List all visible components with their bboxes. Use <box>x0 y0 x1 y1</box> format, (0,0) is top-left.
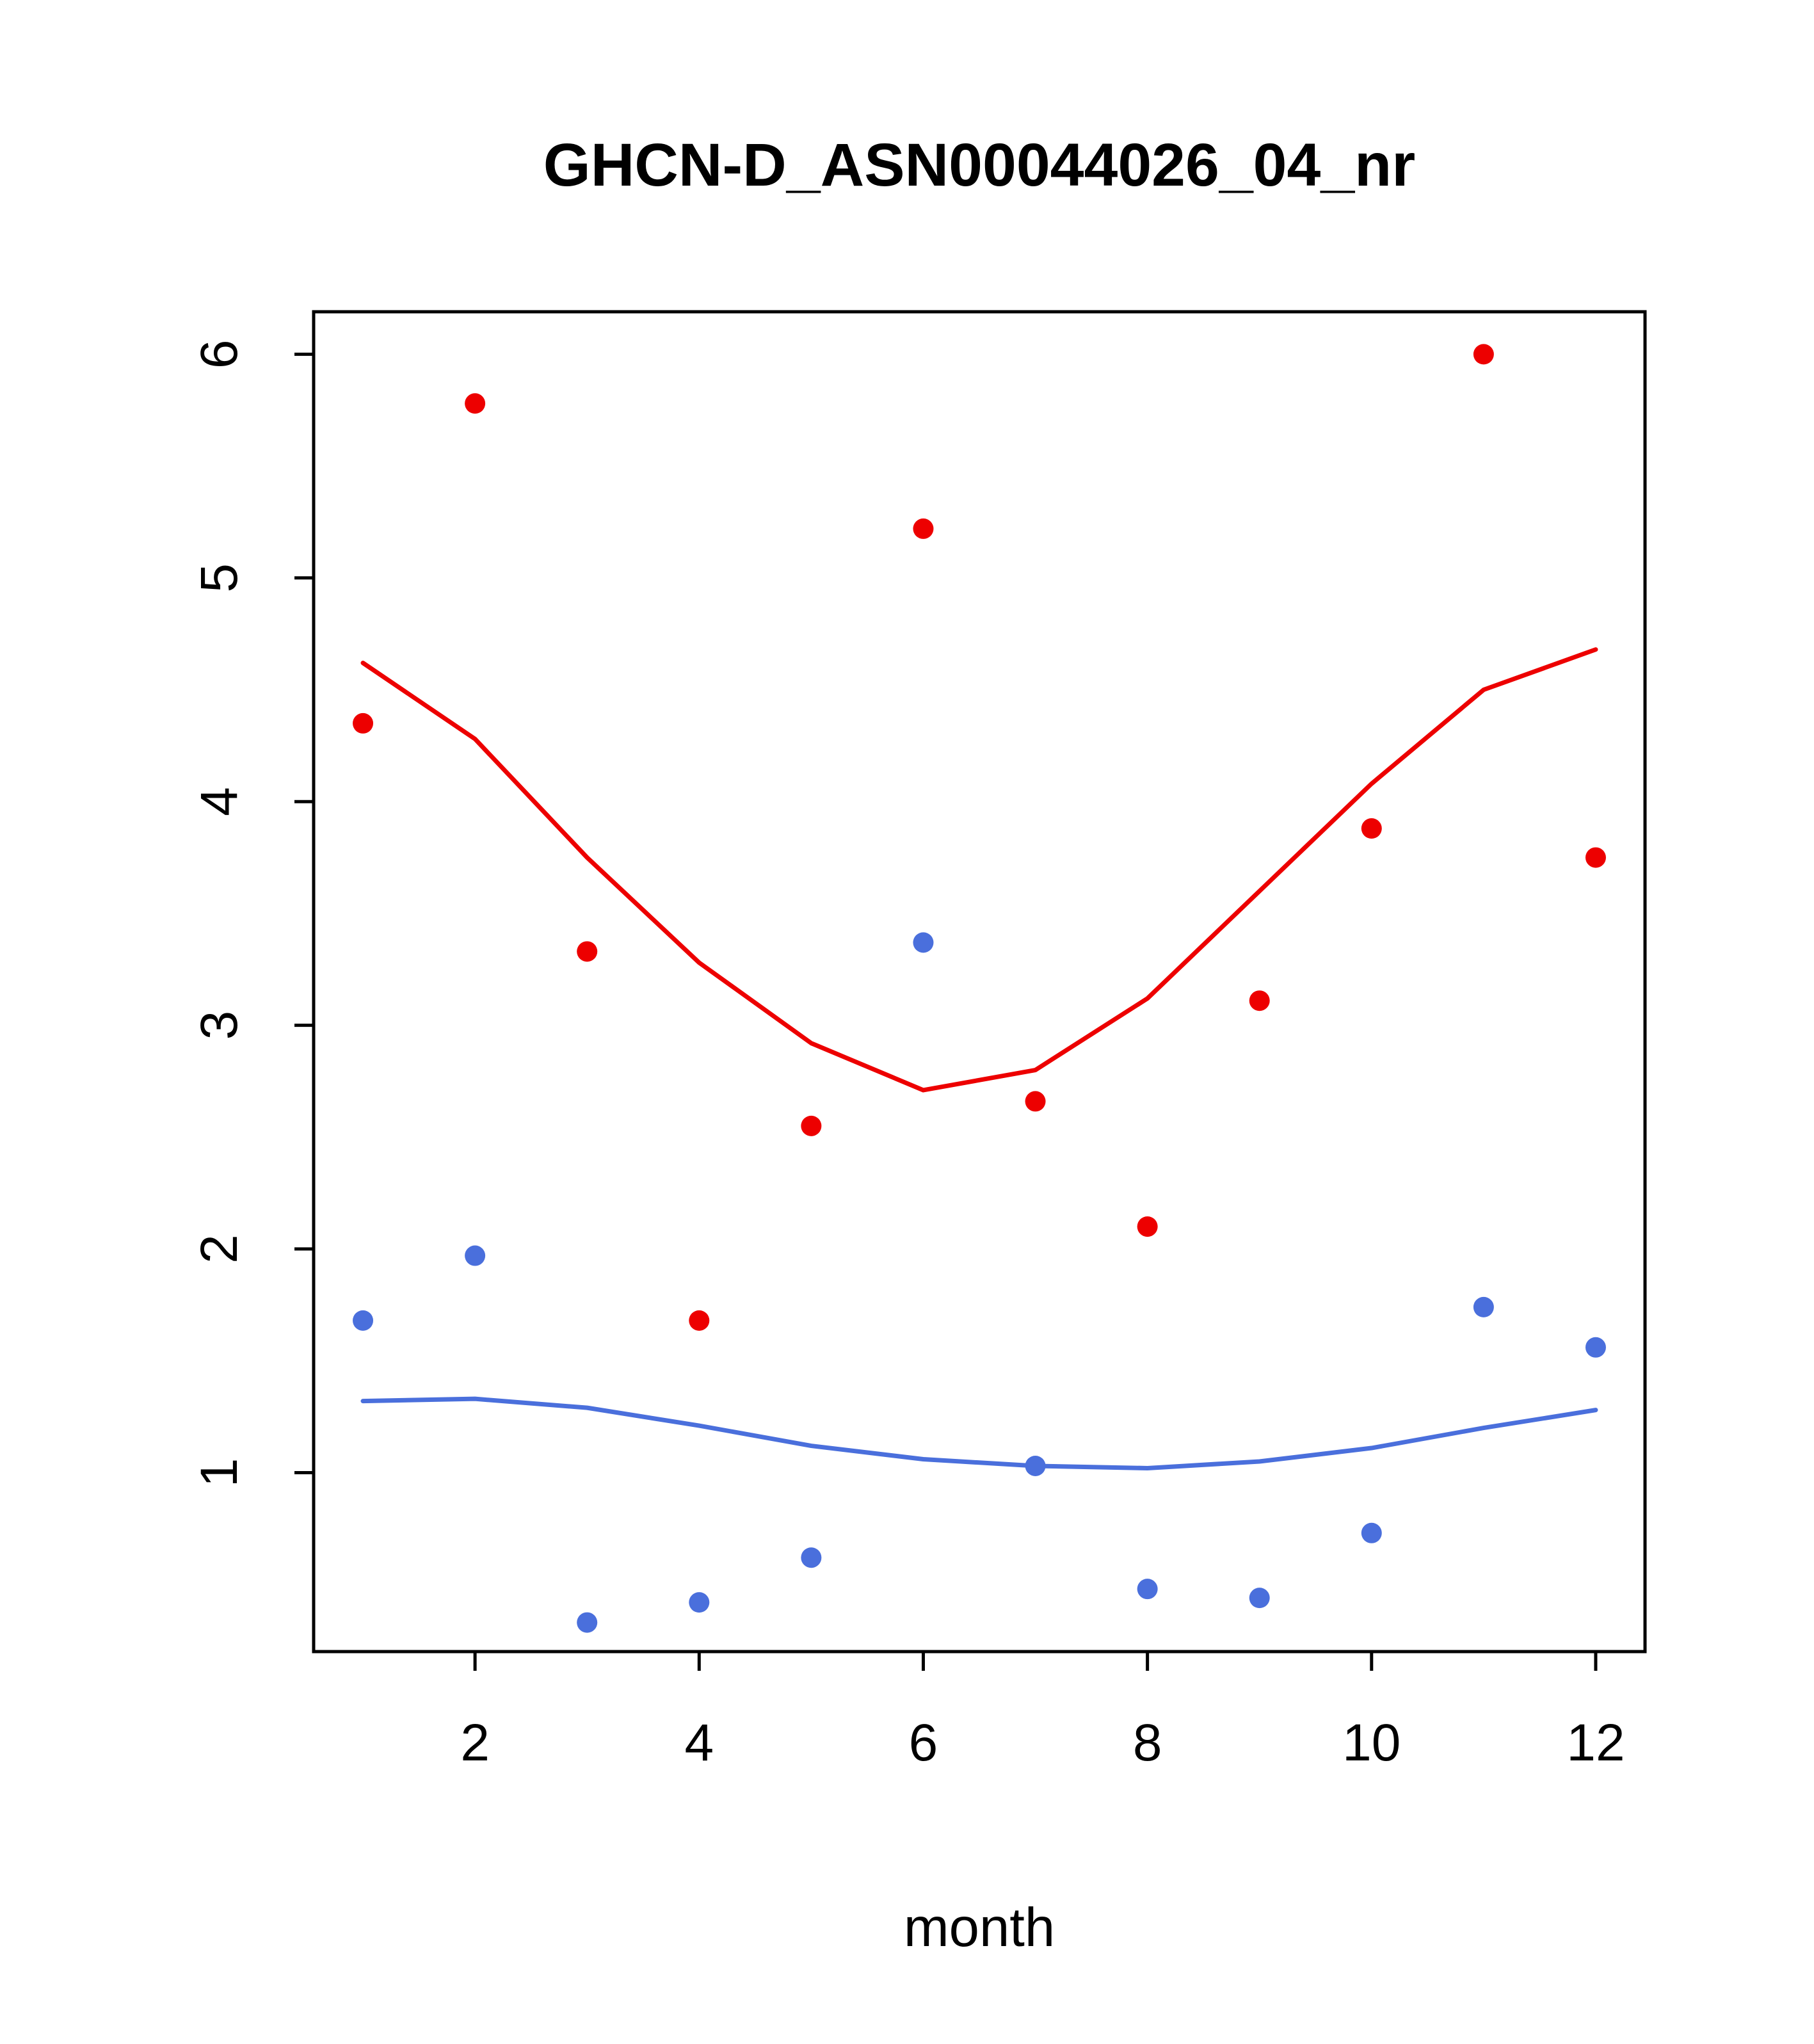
blue-points-marker <box>913 932 934 953</box>
red-points-marker <box>465 393 486 414</box>
plot-box <box>312 310 1647 1654</box>
red-points-marker <box>353 712 374 734</box>
x-tick-label: 10 <box>1342 1714 1401 1772</box>
blue-points-marker <box>689 1592 710 1613</box>
red-points-marker <box>1473 344 1494 365</box>
blue-points-marker <box>1249 1588 1270 1609</box>
blue-points-marker <box>577 1612 598 1633</box>
y-tick-label: 4 <box>190 787 248 816</box>
blue-points-marker <box>1137 1579 1158 1600</box>
red-points-marker <box>577 941 598 962</box>
y-tick-label: 1 <box>190 1458 248 1488</box>
x-tick-label: 8 <box>1133 1714 1162 1772</box>
blue-smooth-line <box>360 1396 1598 1470</box>
x-tick-label: 6 <box>909 1714 938 1772</box>
red-points-marker <box>1361 818 1382 839</box>
x-axis-label: month <box>904 1897 1055 1958</box>
y-tick-label: 5 <box>190 563 248 593</box>
y-tick-label: 2 <box>190 1234 248 1264</box>
blue-points-marker <box>1585 1337 1606 1358</box>
blue-points-marker <box>465 1245 486 1266</box>
red-smooth-line <box>360 647 1598 1093</box>
red-points-marker <box>1249 990 1270 1011</box>
red-points-marker <box>1025 1091 1046 1112</box>
x-tick-label: 12 <box>1566 1714 1625 1772</box>
red-points-marker <box>913 518 934 539</box>
x-tick-label: 4 <box>684 1714 714 1772</box>
x-tick-label: 2 <box>460 1714 490 1772</box>
red-points-marker <box>1137 1216 1158 1237</box>
y-tick-label: 6 <box>190 340 248 369</box>
red-points-marker <box>801 1115 822 1136</box>
blue-points-marker <box>801 1547 822 1568</box>
blue-points-marker <box>1473 1296 1494 1317</box>
red-points-marker <box>689 1310 710 1331</box>
chart-title: GHCN-D_ASN00044026_04_nr <box>543 131 1415 199</box>
blue-points-marker <box>353 1310 374 1331</box>
y-tick-label: 3 <box>190 1011 248 1040</box>
blue-points-marker <box>1361 1522 1382 1543</box>
blue-points-marker <box>1025 1455 1046 1476</box>
red-points-marker <box>1585 847 1606 868</box>
